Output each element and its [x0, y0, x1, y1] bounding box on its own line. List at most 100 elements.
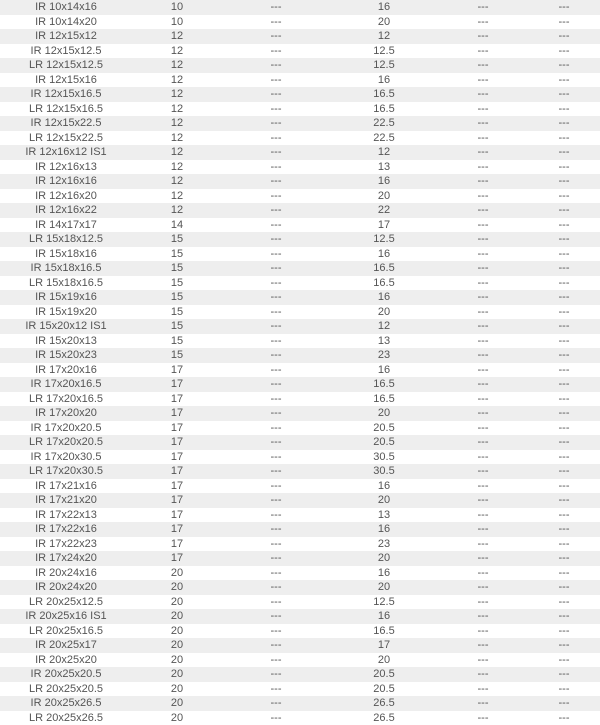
table-cell: 15 — [132, 290, 222, 305]
table-cell: --- — [438, 218, 528, 233]
table-cell: --- — [438, 696, 528, 711]
table-cell: LR 17x20x30.5 — [0, 464, 132, 479]
table-cell: LR 17x20x20.5 — [0, 435, 132, 450]
table-cell: 20 — [330, 653, 438, 668]
table-cell: IR 12x15x22.5 — [0, 116, 132, 131]
table-cell: --- — [528, 174, 600, 189]
table-cell: 16 — [330, 363, 438, 378]
table-cell: --- — [528, 653, 600, 668]
table-cell: 20 — [330, 580, 438, 595]
table-cell: 17 — [132, 421, 222, 436]
table-cell: --- — [438, 29, 528, 44]
table-cell: --- — [528, 638, 600, 653]
table-cell: --- — [222, 131, 330, 146]
table-cell: 20 — [132, 638, 222, 653]
table-cell: --- — [438, 479, 528, 494]
table-cell: --- — [222, 711, 330, 725]
table-cell: 16.5 — [330, 624, 438, 639]
table-cell: 13 — [330, 334, 438, 349]
table-cell: --- — [438, 261, 528, 276]
table-cell: --- — [528, 116, 600, 131]
product-spec-table: IR 10x14x1610---16------IR 10x14x2010---… — [0, 0, 600, 725]
table-cell: --- — [222, 174, 330, 189]
table-cell: --- — [528, 450, 600, 465]
table-cell: --- — [438, 522, 528, 537]
table-cell: --- — [222, 406, 330, 421]
table-cell: --- — [222, 261, 330, 276]
table-cell: 14 — [132, 218, 222, 233]
table-cell: --- — [222, 44, 330, 59]
table-cell: --- — [222, 102, 330, 117]
table-cell: 17 — [132, 493, 222, 508]
table-cell: 26.5 — [330, 696, 438, 711]
table-cell: 16.5 — [330, 87, 438, 102]
table-cell: 17 — [330, 638, 438, 653]
table-cell: IR 15x20x23 — [0, 348, 132, 363]
table-cell: --- — [438, 392, 528, 407]
table-cell: 17 — [132, 363, 222, 378]
table-cell: --- — [222, 0, 330, 15]
table-cell: IR 20x25x20 — [0, 653, 132, 668]
table-cell: 16.5 — [330, 392, 438, 407]
table-cell: --- — [438, 203, 528, 218]
table-row: IR 12x15x12.512---12.5------ — [0, 44, 600, 59]
table-row: IR 17x21x1617---16------ — [0, 479, 600, 494]
table-cell: --- — [438, 44, 528, 59]
table-cell: --- — [528, 261, 600, 276]
table-cell: 16.5 — [330, 261, 438, 276]
table-cell: --- — [438, 160, 528, 175]
table-cell: --- — [438, 131, 528, 146]
table-cell: 17 — [132, 508, 222, 523]
table-cell: 16 — [330, 290, 438, 305]
table-cell: --- — [222, 479, 330, 494]
table-cell: --- — [222, 160, 330, 175]
table-cell: --- — [438, 711, 528, 725]
table-cell: IR 12x15x16.5 — [0, 87, 132, 102]
table-cell: 16 — [330, 247, 438, 262]
table-cell: --- — [222, 377, 330, 392]
table-cell: 12 — [132, 189, 222, 204]
table-cell: IR 15x18x16 — [0, 247, 132, 262]
table-cell: 23 — [330, 537, 438, 552]
table-row: IR 20x25x20.520---20.5------ — [0, 667, 600, 682]
table-cell: 12 — [132, 131, 222, 146]
table-cell: 20.5 — [330, 435, 438, 450]
table-cell: 12 — [132, 174, 222, 189]
table-cell: --- — [528, 218, 600, 233]
table-cell: --- — [222, 450, 330, 465]
table-cell: 30.5 — [330, 450, 438, 465]
table-cell: IR 17x22x16 — [0, 522, 132, 537]
table-cell: IR 12x15x12 — [0, 29, 132, 44]
table-cell: 12 — [330, 29, 438, 44]
table-cell: IR 15x20x12 IS1 — [0, 319, 132, 334]
table-cell: IR 15x18x16.5 — [0, 261, 132, 276]
table-cell: --- — [222, 421, 330, 436]
table-cell: --- — [528, 44, 600, 59]
table-cell: --- — [528, 189, 600, 204]
table-cell: 15 — [132, 334, 222, 349]
table-cell: 20 — [132, 667, 222, 682]
table-cell: --- — [222, 435, 330, 450]
table-cell: --- — [528, 145, 600, 160]
table-cell: --- — [222, 624, 330, 639]
table-cell: --- — [528, 348, 600, 363]
table-cell: --- — [438, 174, 528, 189]
table-cell: --- — [528, 363, 600, 378]
table-cell: 20 — [330, 15, 438, 30]
table-cell: --- — [438, 363, 528, 378]
table-cell: IR 17x21x16 — [0, 479, 132, 494]
table-cell: --- — [438, 609, 528, 624]
table-cell: 12 — [132, 102, 222, 117]
table-cell: --- — [438, 102, 528, 117]
table-cell: 15 — [132, 305, 222, 320]
table-cell: --- — [222, 508, 330, 523]
table-cell: --- — [222, 653, 330, 668]
table-cell: 16 — [330, 174, 438, 189]
table-row: IR 10x14x1610---16------ — [0, 0, 600, 15]
table-cell: 12 — [132, 29, 222, 44]
table-cell: 17 — [132, 377, 222, 392]
table-row: IR 12x15x1612---16------ — [0, 73, 600, 88]
table-cell: 12 — [330, 319, 438, 334]
table-cell: LR 12x15x22.5 — [0, 131, 132, 146]
table-row: LR 20x25x16.520---16.5------ — [0, 624, 600, 639]
